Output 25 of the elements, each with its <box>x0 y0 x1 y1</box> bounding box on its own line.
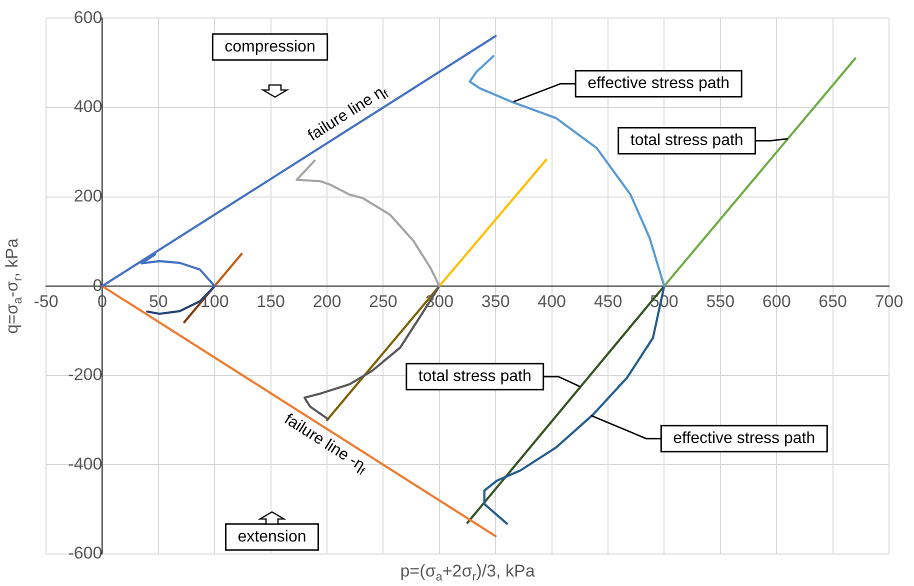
x-tick-label: 450 <box>594 292 622 311</box>
annotation: total stress path <box>418 368 532 385</box>
x-tick-label: 700 <box>874 292 904 311</box>
x-tick-label: 150 <box>256 292 285 311</box>
y-tick-label: -600 <box>68 544 102 563</box>
x-tick-label: 650 <box>818 292 847 311</box>
x-tick-label: 550 <box>706 292 735 311</box>
x-tick-label: 200 <box>312 292 342 311</box>
y-tick-label: -200 <box>68 365 102 384</box>
x-tick-label: 50 <box>148 292 168 311</box>
x-tick-label: 350 <box>481 292 510 311</box>
annotation: effective stress path <box>588 75 730 92</box>
x-tick-label: 600 <box>762 292 791 311</box>
x-tick-label: 250 <box>369 292 398 311</box>
x-tick-label: -50 <box>34 292 58 311</box>
annotation: extension <box>238 528 306 546</box>
x-tick-label: 400 <box>538 292 566 311</box>
y-tick-label: 600 <box>74 8 102 27</box>
y-tick-label: -400 <box>68 454 102 474</box>
y-tick-label: 200 <box>74 186 102 206</box>
annotation: total stress path <box>630 132 744 150</box>
y-tick-label: 400 <box>74 97 102 116</box>
annotation: compression <box>224 38 316 56</box>
annotation: effective stress path <box>673 430 816 447</box>
y-axis-title: q=σa-σr, kPa <box>2 238 24 334</box>
